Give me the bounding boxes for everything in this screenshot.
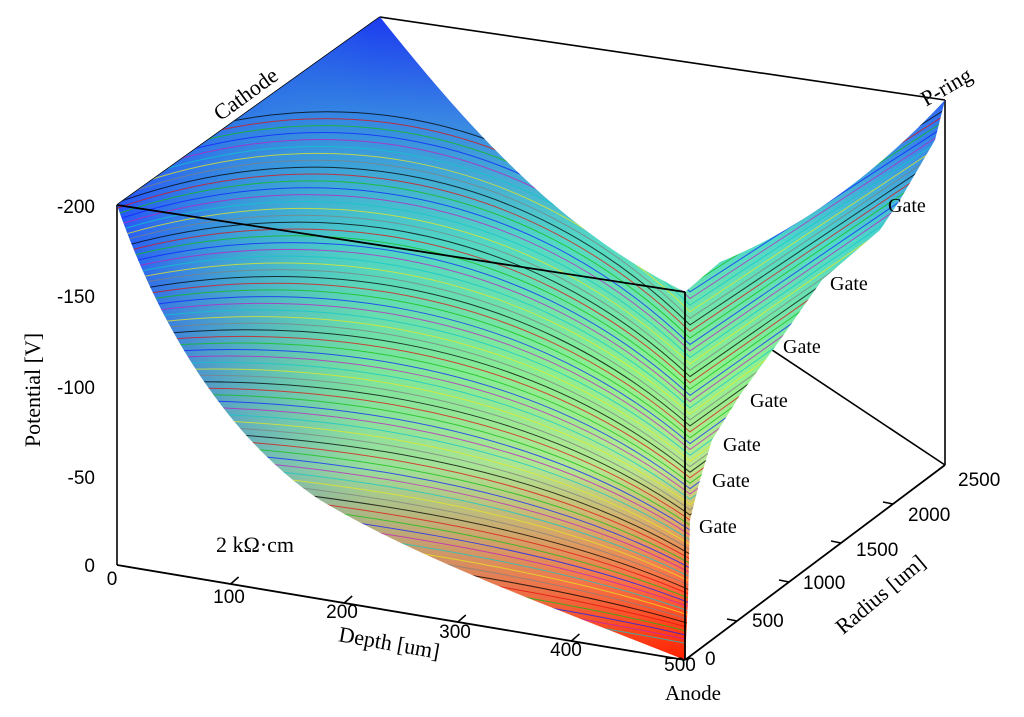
contour-line [117, 182, 945, 371]
contour-line [117, 253, 945, 451]
axis-tick-mark [343, 595, 353, 604]
contour-line [117, 248, 945, 445]
y-axis: 0 500 1000 1500 2000 2500 Radius [um] [705, 470, 1000, 670]
contour-line [117, 209, 945, 403]
contour-line [117, 275, 945, 473]
z-axis: 0 -50 -100 -150 -200 Potential [V] [20, 197, 95, 577]
contour-line [117, 198, 945, 390]
surface-shade [117, 17, 685, 660]
y-tick: 2500 [958, 470, 1000, 491]
x-axis-label: Depth [um] [337, 621, 442, 663]
axis-tick-mark [570, 633, 580, 642]
pring-label: P-ring [916, 62, 976, 111]
gate-label: Gate [712, 470, 750, 492]
x-tick: 0 [107, 569, 118, 590]
contour-line [117, 259, 945, 456]
contour-line [117, 231, 945, 427]
gate-label: Gate [723, 434, 761, 456]
contour-line [117, 292, 945, 490]
contour-line [117, 297, 945, 495]
contour-line [117, 193, 945, 384]
axis-tick-mark [457, 614, 467, 623]
z-tick: -150 [57, 287, 95, 308]
gate-label: Gate [830, 273, 868, 295]
axis-tick-mark [778, 579, 790, 583]
axis-tick-mark [882, 501, 894, 505]
x-tick: 300 [439, 622, 471, 643]
contour-line [117, 286, 945, 484]
y-axis-label: Radius [um] [830, 550, 930, 639]
contour-line [117, 138, 945, 319]
contour-line [117, 165, 945, 352]
contour-line [117, 149, 945, 333]
gate-label: Gate [888, 195, 926, 217]
x-tick: 100 [213, 587, 245, 608]
contour-line [117, 160, 945, 346]
x-tick: 400 [550, 640, 582, 661]
y-tick: 0 [705, 649, 716, 670]
gate-labels: Gate Gate Gate Gate Gate Gate Gate [699, 195, 926, 538]
contour-line [117, 270, 945, 468]
z-axis-label: Potential [V] [20, 333, 45, 447]
axis-tick-mark [726, 618, 738, 622]
contour-line [117, 237, 945, 433]
resistivity-label: 2 kΩ·cm [216, 532, 294, 557]
gate-label: Gate [750, 390, 788, 412]
contour-line [117, 220, 945, 415]
contour-line [117, 281, 945, 479]
contour-line [117, 204, 945, 397]
front-box [116, 204, 946, 661]
y-tick: 1500 [856, 540, 898, 561]
x-tick: 500 [664, 655, 696, 676]
contour-line [117, 171, 945, 359]
gate-label: Gate [699, 516, 737, 538]
axis-tick-mark [230, 576, 240, 585]
y-tick: 2000 [908, 505, 950, 526]
x-axis: 0 100 200 300 400 500 Depth [um] [107, 569, 696, 676]
gate-label: Gate [783, 336, 821, 358]
contour-line [117, 187, 945, 378]
floor-ticks [230, 501, 894, 642]
anode-label: Anode [665, 681, 721, 705]
z-tick: -100 [57, 378, 95, 399]
contour-line [117, 215, 945, 409]
z-tick: 0 [84, 556, 95, 577]
z-tick: -200 [57, 197, 95, 218]
contour-line [117, 226, 945, 421]
z-tick: -50 [68, 468, 95, 489]
x-tick: 200 [326, 602, 358, 623]
y-tick: 1000 [803, 573, 845, 594]
y-tick: 500 [752, 611, 784, 632]
axis-tick-mark [830, 540, 842, 544]
contour-line [117, 176, 945, 365]
contour-line [117, 143, 945, 326]
contour-line [117, 242, 945, 439]
contour-line [117, 154, 945, 339]
contour-line [117, 264, 945, 462]
